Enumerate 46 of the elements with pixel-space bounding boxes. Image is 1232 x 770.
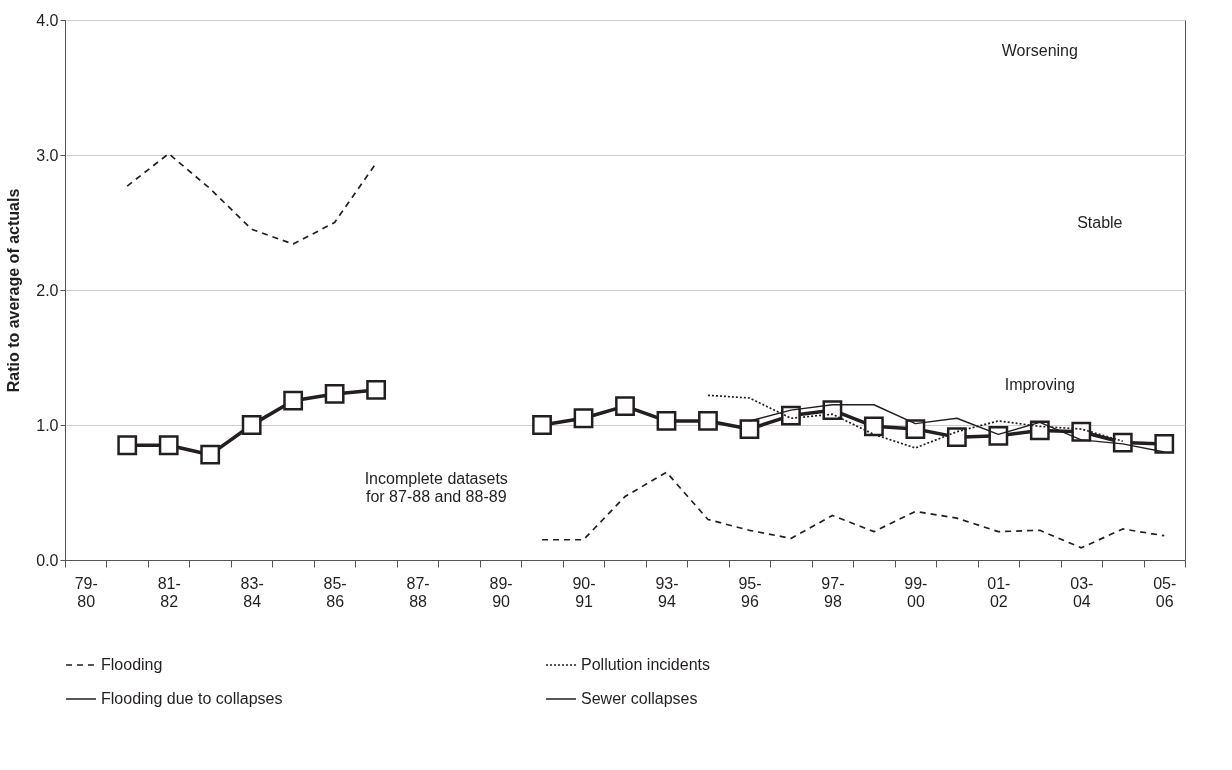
annotation: Improving xyxy=(1004,375,1075,393)
x-tick-label: 83-84 xyxy=(240,574,264,610)
x-tick-label: 81-82 xyxy=(157,574,181,610)
point xyxy=(863,416,884,437)
point xyxy=(283,390,304,411)
point xyxy=(241,415,262,435)
y-tick-label: 3.0 xyxy=(36,146,59,164)
point xyxy=(532,415,552,435)
x-tick-label: 99-00 xyxy=(904,574,928,610)
point xyxy=(946,427,967,448)
point xyxy=(117,435,138,456)
annotation: Incomplete datasets for 87-88 and 88-89 xyxy=(364,470,508,505)
x-tick-label: 97-98 xyxy=(821,574,845,610)
point xyxy=(656,411,677,431)
point xyxy=(366,379,387,400)
point xyxy=(573,408,594,429)
x-tick-label: 85-86 xyxy=(323,574,347,610)
point xyxy=(698,411,718,431)
annotation: Stable xyxy=(1077,213,1123,231)
point xyxy=(200,444,221,465)
x-tick-label: 03-04 xyxy=(1070,574,1094,610)
legend-label: Pollution incidents xyxy=(581,656,710,673)
point xyxy=(324,384,345,404)
point xyxy=(158,435,179,456)
x-tick-label: 93-94 xyxy=(655,574,679,610)
point xyxy=(739,419,760,439)
x-tick-label: 90-91 xyxy=(572,574,596,610)
point xyxy=(615,396,635,417)
x-tick-label: 01-02 xyxy=(987,574,1011,610)
legend-label: Flooding xyxy=(101,656,163,673)
legend-label: Flooding due to collapses xyxy=(101,690,283,707)
y-axis-title: Ratio to average of actuals xyxy=(5,188,23,393)
point xyxy=(988,425,1009,446)
x-tick-label: 79-80 xyxy=(74,574,98,610)
x-tick-label: 95-96 xyxy=(738,574,762,610)
point xyxy=(1154,433,1175,454)
x-tick-label: 87-88 xyxy=(406,574,430,610)
x-tick-label: 89-90 xyxy=(489,574,513,610)
y-tick-label: 2.0 xyxy=(36,281,59,299)
y-tick-label: 1.0 xyxy=(36,416,59,434)
legend-label: Sewer collapses xyxy=(581,690,698,707)
y-tick-label: 4.0 xyxy=(36,11,59,29)
annotation: Worsening xyxy=(1001,42,1078,60)
y-tick-label: 0.0 xyxy=(36,551,59,569)
x-tick-label: 05-06 xyxy=(1153,574,1177,610)
point xyxy=(905,419,926,439)
